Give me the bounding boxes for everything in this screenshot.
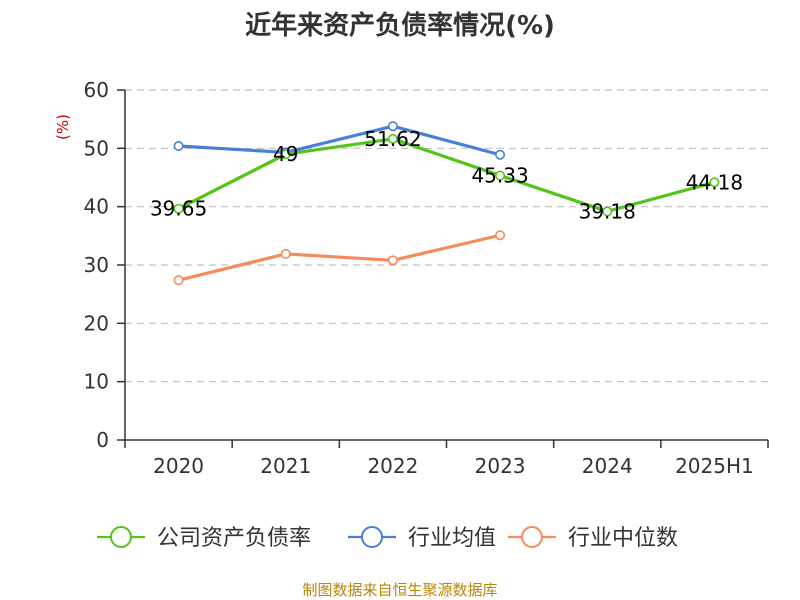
legend-item-2[interactable]: 行业中位数 — [508, 526, 678, 551]
data-point[interactable] — [387, 121, 398, 132]
data-point[interactable] — [173, 275, 184, 286]
legend-item-0[interactable]: 公司资产负债率 — [97, 526, 311, 551]
legend-label: 公司资产负债率 — [157, 526, 311, 551]
legend-swatch-marker — [361, 526, 383, 548]
data-label: 39.18 — [579, 199, 636, 223]
x-tick-label: 2025H1 — [675, 454, 754, 478]
y-tick-label: 10 — [84, 370, 109, 394]
series-line-1 — [178, 124, 501, 157]
data-point[interactable] — [173, 141, 184, 152]
legend-item-1[interactable]: 行业均值 — [348, 526, 496, 551]
y-tick-label: 20 — [84, 311, 109, 335]
data-label: 49 — [273, 142, 298, 166]
data-point[interactable] — [495, 149, 506, 160]
x-tick-label: 2022 — [367, 454, 418, 478]
data-labels: 39.65 49 51.62 45.33 39.18 44.18 — [150, 127, 743, 224]
data-label: 39.65 — [150, 197, 207, 221]
data-point[interactable] — [387, 255, 398, 266]
data-point[interactable] — [602, 206, 613, 217]
x-tick-label: 2024 — [582, 454, 633, 478]
legend-label: 行业中位数 — [568, 526, 678, 551]
data-point[interactable] — [173, 203, 184, 214]
y-axis-unit-label: (%) — [54, 114, 72, 140]
x-tick-label: 2023 — [475, 454, 526, 478]
data-label: 44.18 — [686, 170, 743, 194]
data-label: 51.62 — [364, 127, 421, 151]
legend-label: 行业均值 — [408, 526, 496, 551]
data-source-note: 制图数据来自恒生聚源数据库 — [302, 581, 497, 599]
chart-title: 近年来资产负债率情况(%) — [245, 10, 555, 41]
x-tick-label: 2021 — [260, 454, 311, 478]
legend-swatch-marker — [110, 526, 132, 548]
legend: 公司资产负债率 行业均值 行业中位数 — [97, 526, 678, 551]
data-label: 45.33 — [471, 164, 528, 188]
y-tick-label: 40 — [84, 195, 109, 219]
series-line-0 — [177, 137, 715, 214]
data-point[interactable] — [495, 230, 506, 241]
data-point[interactable] — [280, 149, 291, 160]
legend-swatch-marker — [521, 526, 543, 548]
data-point[interactable] — [709, 177, 720, 188]
data-point[interactable] — [280, 248, 291, 259]
data-point[interactable] — [387, 133, 398, 144]
x-tick-label: 2020 — [153, 454, 204, 478]
y-tick-label: 50 — [84, 136, 109, 160]
axes: 0 10 20 30 40 50 60 2020 2021 2022 2023 2024 2025H1 — [84, 78, 769, 478]
grid-lines — [125, 89, 768, 383]
data-point[interactable] — [495, 170, 506, 181]
y-tick-label: 30 — [84, 253, 109, 277]
y-tick-label: 0 — [96, 428, 109, 452]
series-lines — [173, 121, 720, 286]
y-tick-label: 60 — [84, 78, 109, 102]
series-line-2 — [178, 233, 501, 282]
